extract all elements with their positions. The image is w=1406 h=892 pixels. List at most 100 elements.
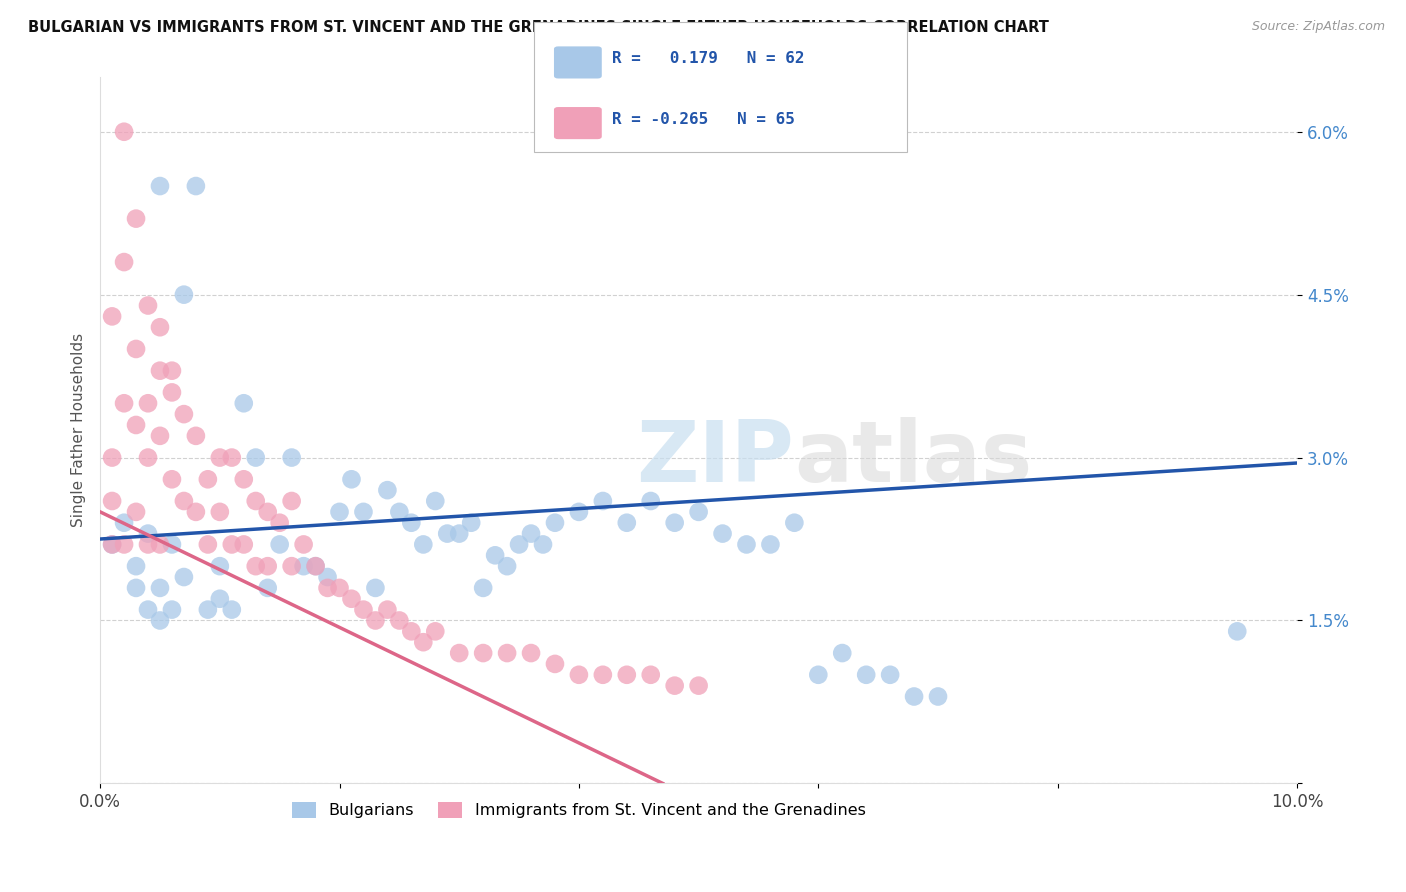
Legend: Bulgarians, Immigrants from St. Vincent and the Grenadines: Bulgarians, Immigrants from St. Vincent … [285, 796, 872, 825]
Point [112, 396, 135, 410]
Point [304, 559, 326, 574]
Point [364, 581, 387, 595]
Point [269, 537, 291, 551]
Point [136, 299, 159, 313]
Point [136, 602, 159, 616]
Point [173, 494, 195, 508]
Point [328, 581, 350, 595]
Point [101, 450, 124, 465]
Point [759, 537, 782, 551]
Point [520, 526, 543, 541]
Point [136, 396, 159, 410]
Point [1226, 624, 1249, 639]
Point [149, 179, 172, 194]
Point [316, 581, 339, 595]
Point [316, 570, 339, 584]
Point [496, 646, 519, 660]
Point [401, 516, 423, 530]
Point [328, 505, 350, 519]
Point [149, 429, 172, 443]
Point [304, 559, 326, 574]
Point [245, 450, 267, 465]
Text: ZIP: ZIP [637, 417, 794, 500]
Point [221, 602, 243, 616]
Text: BULGARIAN VS IMMIGRANTS FROM ST. VINCENT AND THE GRENADINES SINGLE FATHER HOUSEH: BULGARIAN VS IMMIGRANTS FROM ST. VINCENT… [28, 20, 1049, 35]
Point [112, 537, 135, 551]
Point [184, 505, 207, 519]
Point [879, 667, 901, 681]
Point [184, 429, 207, 443]
Point [101, 537, 124, 551]
Point [783, 516, 806, 530]
Point [160, 537, 183, 551]
Point [256, 581, 278, 595]
Point [149, 581, 172, 595]
Point [425, 624, 447, 639]
Point [340, 472, 363, 486]
Point [388, 614, 411, 628]
Point [280, 559, 302, 574]
Point [531, 537, 554, 551]
Point [173, 407, 195, 421]
Point [688, 679, 710, 693]
Point [125, 559, 148, 574]
Point [903, 690, 925, 704]
Point [112, 125, 135, 139]
Point [269, 516, 291, 530]
Point [149, 364, 172, 378]
Text: Source: ZipAtlas.com: Source: ZipAtlas.com [1251, 20, 1385, 33]
Point [232, 396, 254, 410]
Point [125, 505, 148, 519]
Point [412, 635, 434, 649]
Point [292, 537, 315, 551]
Point [208, 591, 231, 606]
Point [353, 505, 375, 519]
Point [640, 494, 662, 508]
Point [544, 657, 567, 671]
Point [149, 614, 172, 628]
Point [664, 516, 686, 530]
Point [364, 614, 387, 628]
Text: atlas: atlas [794, 417, 1032, 500]
Point [831, 646, 853, 660]
Point [208, 505, 231, 519]
Point [544, 516, 567, 530]
Point [197, 472, 219, 486]
Point [112, 516, 135, 530]
Point [449, 526, 471, 541]
Point [256, 559, 278, 574]
Point [592, 494, 614, 508]
Point [160, 364, 183, 378]
Point [280, 450, 302, 465]
Text: R =   0.179   N = 62: R = 0.179 N = 62 [612, 51, 804, 66]
Point [208, 559, 231, 574]
Text: R = -0.265   N = 65: R = -0.265 N = 65 [612, 112, 794, 127]
Point [101, 537, 124, 551]
Point [101, 310, 124, 324]
Point [232, 472, 254, 486]
Point [197, 537, 219, 551]
Y-axis label: Single Father Households: Single Father Households [72, 334, 86, 527]
Point [436, 526, 458, 541]
Point [568, 667, 591, 681]
Point [388, 505, 411, 519]
Point [232, 537, 254, 551]
Point [735, 537, 758, 551]
Point [484, 549, 506, 563]
Point [136, 526, 159, 541]
Point [292, 559, 315, 574]
Point [711, 526, 734, 541]
Point [401, 624, 423, 639]
Point [460, 516, 482, 530]
Point [807, 667, 830, 681]
Point [377, 602, 399, 616]
Point [616, 667, 638, 681]
Point [256, 505, 278, 519]
Point [640, 667, 662, 681]
Point [125, 417, 148, 432]
Point [340, 591, 363, 606]
Point [136, 450, 159, 465]
Point [353, 602, 375, 616]
Point [125, 211, 148, 226]
Point [245, 494, 267, 508]
